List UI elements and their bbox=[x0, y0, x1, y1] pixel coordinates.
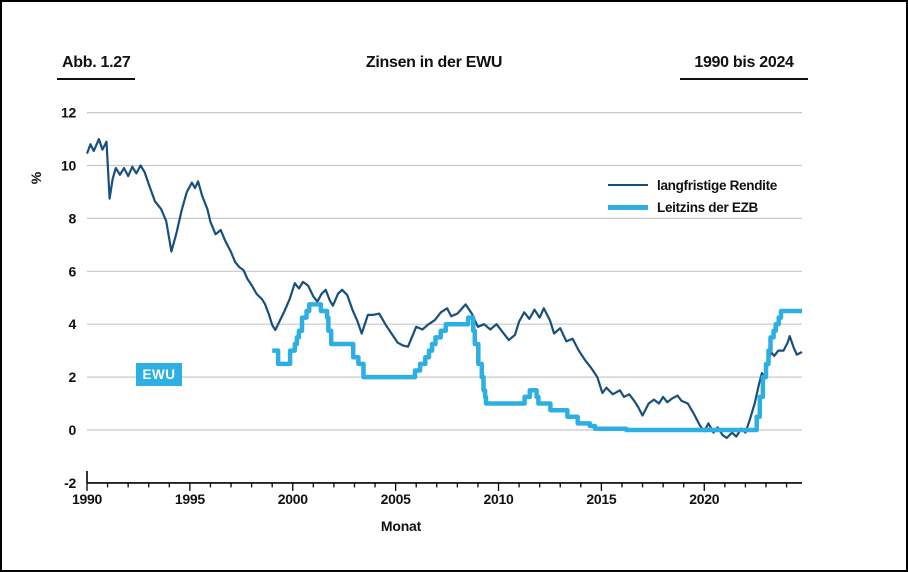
ewu-annotation-badge: EWU bbox=[136, 363, 182, 386]
x-tick-label: 2000 bbox=[278, 491, 308, 507]
x-tick-label: 2005 bbox=[381, 491, 411, 507]
chart-plot: 1990 1995 2000 2005 2010 2015 2020 -2 0 2 4 6 8 10 12 bbox=[61, 105, 803, 507]
x-tick-label: 1995 bbox=[175, 491, 205, 507]
y-tick-label: 0 bbox=[69, 422, 77, 438]
y-tick-label: 2 bbox=[69, 369, 77, 385]
legend-swatch-rendite bbox=[608, 183, 648, 187]
series-line-leitzins bbox=[272, 302, 802, 433]
y-tick-label: 10 bbox=[61, 158, 76, 174]
x-tick-label: 2015 bbox=[586, 491, 616, 507]
x-axis-label: Monat bbox=[380, 518, 422, 534]
x-tick-label: 2010 bbox=[484, 491, 514, 507]
y-axis-label: % bbox=[28, 171, 45, 185]
x-tick-label: 2020 bbox=[689, 491, 719, 507]
y-tick-label: 12 bbox=[61, 105, 76, 121]
legend-item-rendite: langfristige Rendite bbox=[608, 174, 777, 196]
period-label: 1990 bis 2024 bbox=[680, 54, 808, 80]
figure-number-label: Abb. 1.27 bbox=[57, 54, 136, 80]
legend-swatch-leitzins bbox=[608, 204, 648, 210]
legend-label-leitzins: Leitzins der EZB bbox=[657, 199, 758, 215]
y-tick-label: 8 bbox=[69, 210, 77, 226]
legend-label-rendite: langfristige Rendite bbox=[657, 177, 778, 193]
y-tick-label: 6 bbox=[69, 263, 77, 279]
x-tick-label: 1990 bbox=[72, 491, 102, 507]
legend: langfristige Rendite Leitzins der EZB bbox=[608, 174, 777, 218]
chart-title: Zinsen in der EWU bbox=[365, 54, 503, 71]
y-tick-label: 4 bbox=[69, 316, 77, 332]
legend-item-leitzins: Leitzins der EZB bbox=[608, 196, 777, 218]
y-tick-label: -2 bbox=[64, 475, 76, 491]
